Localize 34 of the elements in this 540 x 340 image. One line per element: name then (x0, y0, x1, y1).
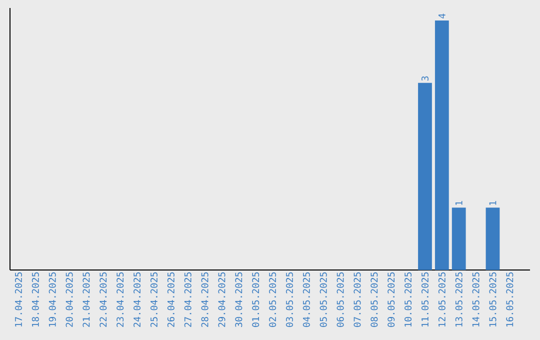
x-tick-label: 20.04.2025 (66, 272, 73, 327)
x-tick-label: 10.05.2025 (404, 272, 412, 326)
x-tick-label: 07.05.2025 (354, 272, 361, 327)
x-tick-label: 05.05.2025 (320, 272, 327, 327)
x-tick-label: 30.04.2025 (235, 272, 242, 327)
data-label: 1 (455, 201, 462, 205)
x-tick-label: 27.04.2025 (184, 272, 192, 327)
x-tick-label: 16.05.2025 (506, 272, 514, 326)
x-tick-label: 13.05.2025 (455, 272, 462, 326)
x-tick-label: 17.04.2025 (14, 272, 22, 326)
x-tick-label: 12.05.2025 (438, 272, 446, 326)
x-tick-label: 28.04.2025 (201, 272, 208, 327)
data-label: 3 (421, 76, 428, 81)
x-tick-label: 21.04.2025 (82, 272, 90, 327)
x-tick-label: 02.05.2025 (269, 272, 276, 327)
x-tick-label: 04.05.2025 (302, 272, 310, 327)
x-tick-label: 24.04.2025 (134, 272, 141, 327)
x-tick-label: 19.04.2025 (48, 272, 56, 326)
data-label: 1 (489, 201, 496, 205)
x-tick-label: 15.05.2025 (489, 272, 496, 326)
x-tick-label: 03.05.2025 (286, 272, 293, 327)
x-tick-label: 22.04.2025 (100, 272, 107, 327)
data-label: 4 (438, 14, 446, 18)
x-tick-label: 18.04.2025 (32, 272, 39, 326)
x-tick-label: 23.04.2025 (116, 272, 124, 327)
x-tick-label: 14.05.2025 (472, 272, 480, 326)
x-tick-label: 08.05.2025 (370, 272, 378, 327)
x-tick-label: 29.04.2025 (218, 272, 226, 327)
x-tick-label: 09.05.2025 (388, 272, 395, 327)
x-tick-label: 01.05.2025 (252, 272, 260, 327)
x-tick-label: 11.05.2025 (421, 272, 428, 326)
x-tick-label: 26.04.2025 (167, 272, 174, 327)
x-tick-label: 25.04.2025 (150, 272, 158, 327)
x-tick-label: 06.05.2025 (336, 272, 344, 327)
